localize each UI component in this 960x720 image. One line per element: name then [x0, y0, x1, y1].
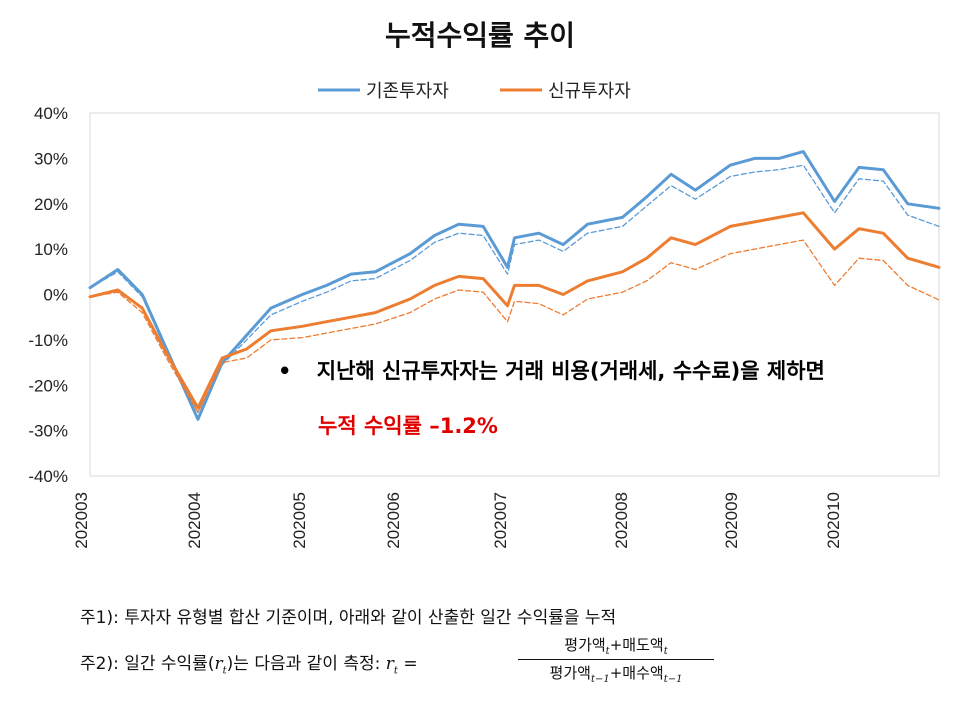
- x-tick-label: 202005: [290, 492, 309, 549]
- series-group: [88, 150, 941, 421]
- x-tick-label: 202003: [72, 492, 91, 549]
- series-line-0: [88, 150, 941, 421]
- x-tick-label: 202007: [491, 492, 510, 549]
- num-sub-2: t: [663, 646, 668, 657]
- y-axis: 40% 30% 20% 10% 0% -10% -20% -30% -40%: [28, 104, 68, 486]
- y-tick-label: -20%: [28, 376, 68, 395]
- x-tick-label: 202006: [384, 492, 403, 549]
- x-tick-label: 202009: [722, 492, 741, 549]
- note-1: 주1): 투자자 유형별 합산 기준이며, 아래와 같이 산출한 일간 수익률을…: [80, 608, 617, 628]
- annotation-line-2: 누적 수익률 –1.2%: [318, 414, 498, 438]
- rt-symbol-2: r: [385, 654, 394, 674]
- den-sub-2: t−1: [663, 674, 683, 685]
- y-tick-label: 30%: [34, 149, 68, 168]
- x-axis: 202003 202004 202005 202006 202007 202008 2020…: [72, 492, 843, 549]
- y-tick-label: 20%: [34, 195, 68, 214]
- formula-denominator: 평가액t−1+매수액t−1: [518, 660, 714, 685]
- note-2-prefix: 주2): 일간 수익률(: [80, 654, 215, 674]
- rt-subscript: t: [222, 665, 227, 677]
- formula-fraction: 평가액t+매도액t 평가액t−1+매수액t−1: [518, 634, 714, 685]
- rt-symbol: r: [214, 654, 223, 674]
- series-line-3: [89, 239, 940, 414]
- num-sub-1: t: [605, 646, 610, 657]
- num-valuation: 평가액: [564, 636, 606, 654]
- annotation-bullet: •: [278, 359, 292, 383]
- x-tick-label: 202004: [185, 492, 204, 549]
- num-plus: +: [609, 636, 623, 654]
- series-line-2: [88, 211, 941, 410]
- den-buy: 매수액: [622, 664, 664, 682]
- y-tick-label: -30%: [28, 422, 68, 441]
- y-tick-label: 0%: [43, 286, 68, 305]
- y-tick-label: -40%: [28, 467, 68, 486]
- legend: 기존투자자 신규투자자: [318, 81, 631, 102]
- rt-subscript-2: t: [393, 665, 398, 677]
- note-2-eq: =: [397, 654, 418, 674]
- legend-label: 기존투자자: [366, 81, 449, 102]
- formula-numerator: 평가액t+매도액t: [518, 634, 714, 660]
- plot-area: [89, 112, 940, 477]
- den-plus: +: [609, 664, 623, 682]
- y-tick-label: 10%: [34, 240, 68, 259]
- legend-label: 신규투자자: [548, 81, 631, 102]
- note-2-mid: )는 다음과 같이 측정:: [226, 654, 386, 674]
- y-tick-label: 40%: [34, 104, 68, 123]
- den-valuation: 평가액: [549, 664, 591, 682]
- x-tick-label: 202010: [824, 492, 843, 549]
- den-sub-1: t−1: [590, 674, 610, 685]
- num-sell: 매도액: [622, 636, 664, 654]
- annotation-line-1: • 지난해 신규투자자는 거래 비용(거래세, 수수료)을 제하면: [278, 355, 825, 385]
- note-2: 주2): 일간 수익률(rt)는 다음과 같이 측정: rt =: [80, 649, 418, 676]
- x-tick-label: 202008: [612, 492, 631, 549]
- y-tick-label: -10%: [28, 331, 68, 350]
- annotation-text-1: 지난해 신규투자자는 거래 비용(거래세, 수수료)을 제하면: [316, 359, 825, 383]
- chart-title: 누적수익률 추이: [384, 19, 576, 52]
